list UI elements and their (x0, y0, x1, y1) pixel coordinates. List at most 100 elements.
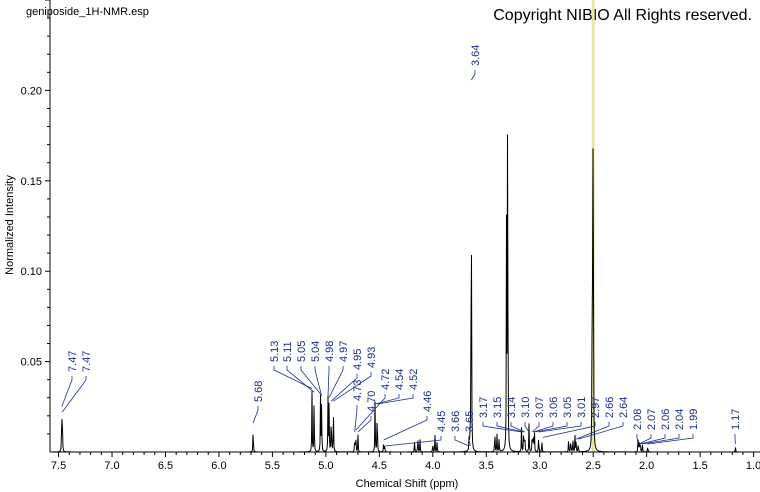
x-tick-label: 4.5 (372, 460, 387, 472)
peak-label: 3.66 (450, 411, 462, 432)
peak-label-connector (377, 394, 414, 405)
peak-label: 4.93 (366, 347, 378, 368)
x-tick-label: 5.5 (265, 460, 280, 472)
x-tick-label: 7.5 (51, 460, 66, 472)
peak-label-connector (333, 372, 372, 402)
peak-label: 7.47 (81, 351, 93, 372)
peak-label-connector (355, 394, 386, 431)
peak-label-connector (468, 436, 471, 447)
x-tick-label: 3.0 (532, 460, 547, 472)
x-tick-label: 4.0 (425, 460, 440, 472)
peak-label-connector (328, 366, 344, 398)
chart-title: geniposide_1H-NMR.esp (26, 6, 149, 18)
peak-label: 3.07 (534, 397, 546, 418)
peak-label: 4.46 (422, 391, 434, 412)
peak-label-connector (524, 422, 530, 433)
peak-label: 5.05 (296, 341, 308, 362)
peak-label-connector (354, 405, 358, 432)
peak-label-connector (61, 376, 73, 407)
peak-label-connector (636, 434, 639, 445)
peak-label: 3.06 (548, 397, 560, 418)
peak-label: 4.45 (436, 411, 448, 432)
peak-label-connector (286, 366, 315, 393)
x-tick-label: 1.5 (692, 460, 707, 472)
peak-label: 2.64 (618, 397, 630, 418)
peak-label: 2.66 (604, 397, 616, 418)
peak-label-connector (510, 422, 525, 433)
x-tick-label: 5.0 (318, 460, 333, 472)
peak-label: 4.52 (408, 369, 420, 390)
spectrum-trace (50, 134, 760, 453)
peak-label-connector (252, 406, 259, 424)
peak-label: 1.99 (688, 409, 700, 430)
y-tick-label: 0.15 (21, 176, 42, 188)
peak-label-connector (357, 416, 372, 433)
y-tick-label: 0.05 (21, 357, 42, 369)
peak-label: 3.01 (576, 397, 588, 418)
x-tick-label: 2.0 (639, 460, 654, 472)
peak-label: 3.10 (520, 397, 532, 418)
peak-label-connector (273, 366, 313, 389)
peak-label-connector (575, 422, 610, 440)
copyright-notice: Copyright NIBIO All Rights reserved. (493, 7, 752, 24)
x-tick-label: 7.0 (104, 460, 119, 472)
peak-label: 2.97 (590, 397, 602, 418)
peak-label: 4.95 (352, 349, 364, 370)
peak-labels-layer: 7.47 7.47 5.68 5.13 5.11 5.05 5.04 4.98 4.97 4.95… (61, 45, 742, 447)
peak-label: 4.54 (394, 369, 406, 390)
peak-label: 2.04 (674, 409, 686, 430)
peak-label-connector (314, 366, 322, 396)
peak-label: 4.73 (352, 380, 364, 401)
x-axis-title: Chemical Shift (ppm) (356, 478, 459, 490)
peak-label: 5.11 (282, 341, 294, 362)
peak-label: 5.04 (310, 341, 322, 362)
peak-label-connector (327, 366, 330, 396)
peak-label: 3.15 (492, 397, 504, 418)
peak-label-connector (374, 394, 400, 405)
y-tick-label: 0.10 (21, 266, 42, 278)
x-tick-label: 2.5 (586, 460, 601, 472)
peak-label-connector (531, 422, 540, 433)
peak-label-connector (496, 422, 524, 433)
peak-label: 4.72 (380, 369, 392, 390)
peak-label-connector (482, 422, 522, 433)
y-axis-title: Normalized Intensity (4, 175, 16, 275)
peak-label-connector (300, 366, 321, 395)
peak-label: 2.08 (632, 409, 644, 430)
peak-label-connector (640, 434, 666, 445)
x-tick-label: 6.0 (211, 460, 226, 472)
peak-label-connector (538, 422, 582, 433)
x-tick-label: 6.5 (158, 460, 173, 472)
peak-label: 3.64 (470, 45, 482, 66)
peak-label: 5.13 (269, 341, 281, 362)
peak-label: 2.07 (646, 409, 658, 430)
peak-label: 2.06 (660, 409, 672, 430)
peak-label-connector (330, 374, 358, 402)
y-tick-label: 0.20 (21, 85, 42, 97)
peak-label-connector (647, 434, 694, 445)
peak-label-connector (578, 422, 624, 440)
peak-label-connector (542, 422, 596, 438)
spectrum-trace-layer (50, 134, 760, 453)
peak-label-connector (454, 436, 470, 447)
peak-label-connector (383, 416, 428, 441)
peak-label-connector (534, 422, 568, 433)
peak-label-connector (470, 70, 476, 81)
peak-label-connector (533, 422, 554, 433)
peak-label: 4.97 (338, 341, 350, 362)
peak-label: 1.17 (730, 409, 742, 430)
peak-label-connector (638, 434, 652, 445)
peak-label-connector (384, 436, 442, 447)
peak-label: 3.65 (464, 411, 476, 432)
x-tick-label: 3.5 (479, 460, 494, 472)
x-tick-label: 1.0 (746, 460, 760, 472)
peak-label: 5.68 (253, 381, 265, 402)
peak-label: 3.05 (562, 397, 574, 418)
peak-label: 4.70 (366, 391, 378, 412)
peak-label: 7.47 (67, 351, 79, 372)
peak-label: 3.17 (478, 397, 490, 418)
peak-label-connector (61, 376, 87, 413)
peak-label: 4.98 (324, 341, 336, 362)
